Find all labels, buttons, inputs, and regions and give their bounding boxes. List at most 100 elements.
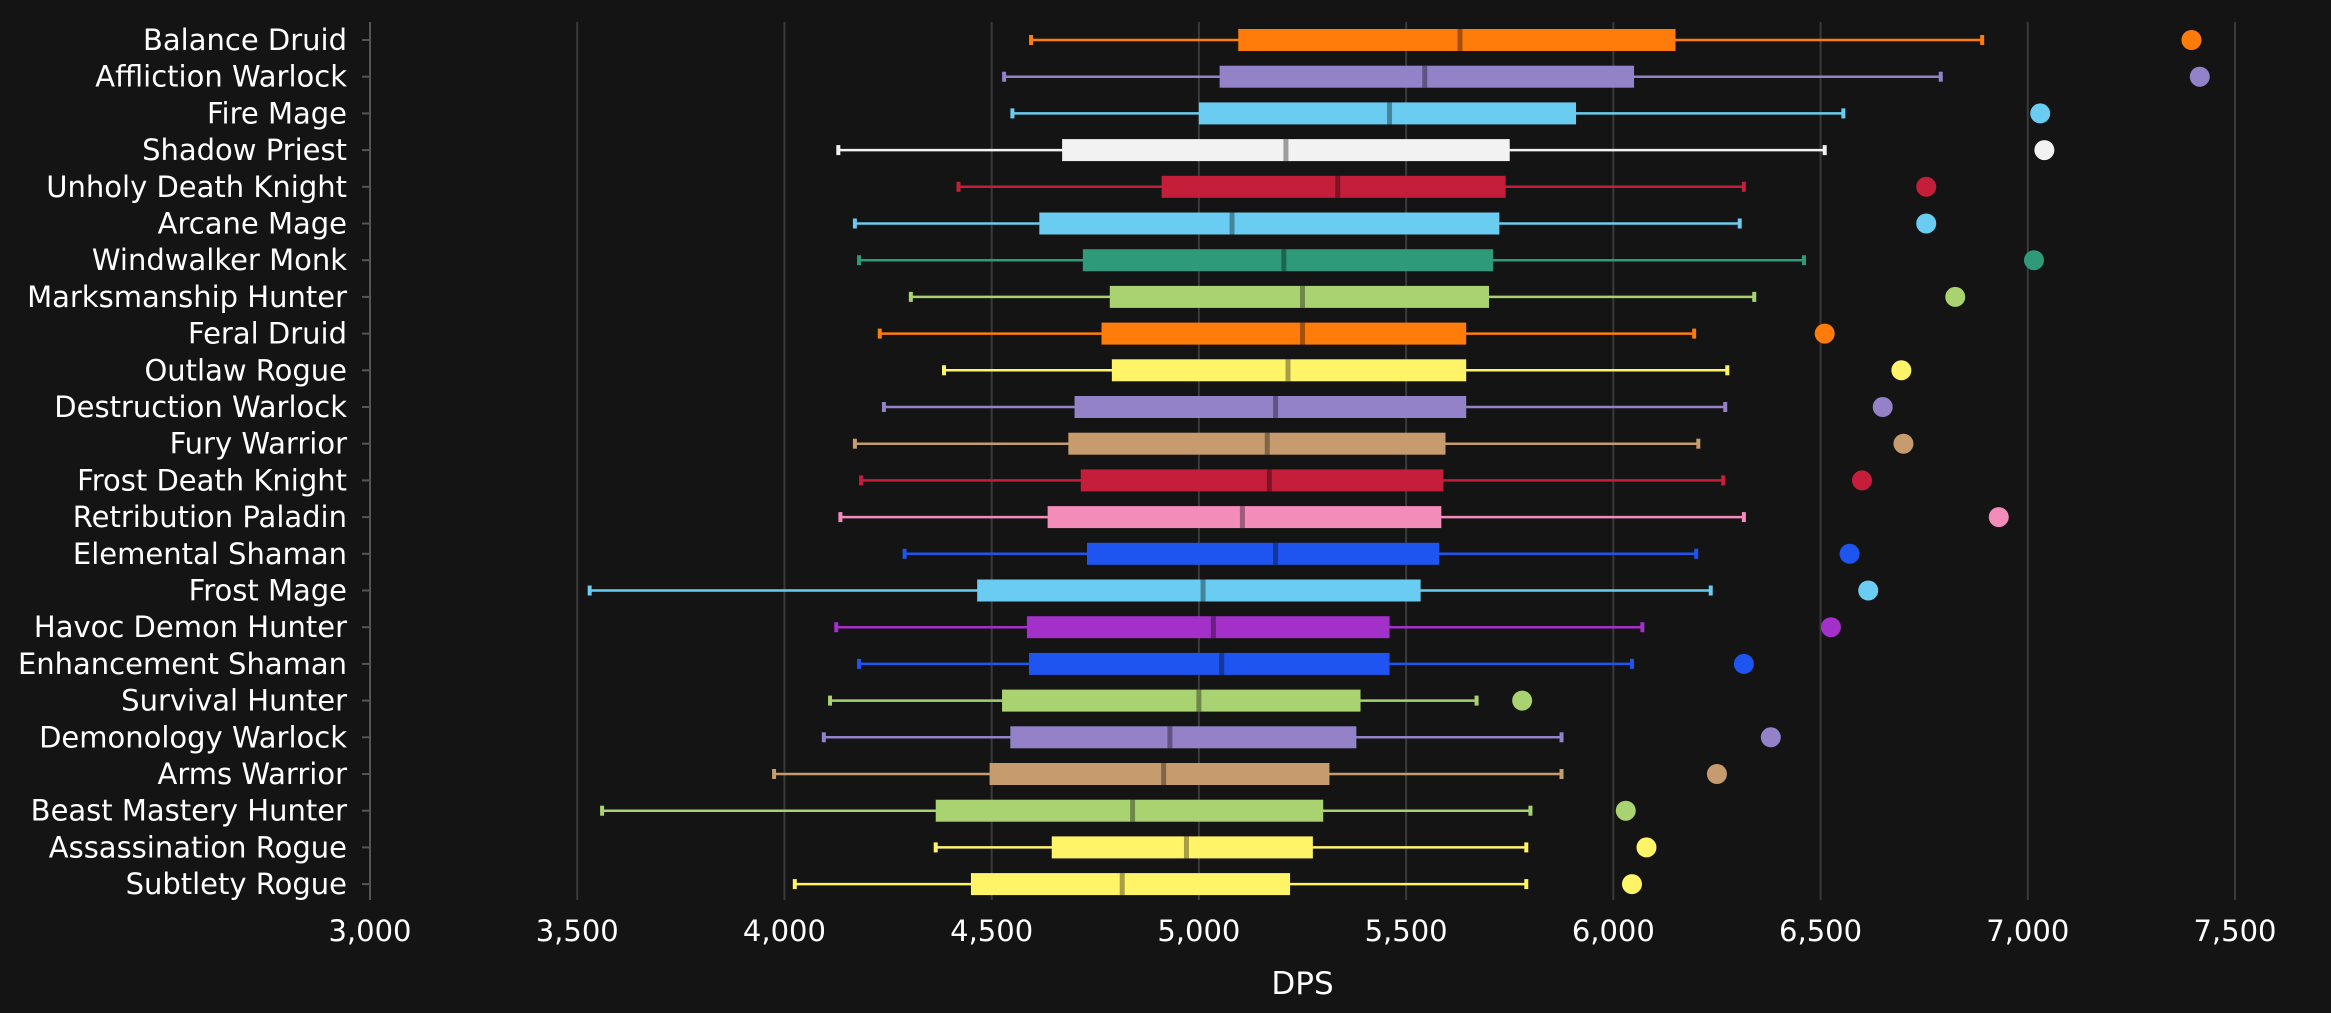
iqr-box xyxy=(1051,836,1313,859)
iqr-box xyxy=(970,873,1291,896)
category-label: Beast Mastery Hunter xyxy=(31,794,347,828)
outlier-point xyxy=(1839,543,1860,564)
x-tick-label: 4,000 xyxy=(743,914,826,948)
box-fury-warrior xyxy=(852,432,1701,455)
iqr-box xyxy=(1080,469,1444,492)
x-tick-label: 5,000 xyxy=(1157,914,1240,948)
iqr-box xyxy=(1026,616,1390,639)
x-axis: 3,000 3,500 4,000 4,500 5,000 5,500 6,000 6,500… xyxy=(328,914,2276,948)
outlier-point xyxy=(1820,617,1841,638)
category-label: Feral Druid xyxy=(188,317,347,351)
box-enhancement-shaman xyxy=(857,652,1634,675)
box-arcane-mage xyxy=(852,212,1742,235)
category-label: Subtlety Rogue xyxy=(126,867,347,901)
category-label: Affliction Warlock xyxy=(95,60,347,94)
category-label: Fire Mage xyxy=(207,96,347,130)
outlier-point xyxy=(1760,727,1781,748)
outlier-point xyxy=(2034,140,2055,161)
iqr-box xyxy=(989,763,1330,785)
box-beast-mastery-hunter xyxy=(600,799,1533,822)
box-series xyxy=(587,29,1985,896)
x-tick-label: 3,500 xyxy=(536,914,619,948)
category-label: Retribution Paladin xyxy=(73,500,347,534)
x-tick-label: 6,500 xyxy=(1779,914,1862,948)
outlier-point xyxy=(1916,176,1937,197)
outlier-point xyxy=(1615,800,1636,821)
box-feral-druid xyxy=(877,322,1697,345)
x-tick-label: 6,000 xyxy=(1572,914,1655,948)
box-frost-death-knight xyxy=(859,469,1726,492)
box-marksmanship-hunter xyxy=(908,285,1757,308)
outlier-point xyxy=(1891,360,1912,381)
box-fire-mage xyxy=(1010,102,1846,125)
outlier-point xyxy=(1988,507,2009,528)
outlier-point xyxy=(1814,323,1835,344)
box-shadow-priest xyxy=(836,139,1827,162)
iqr-box xyxy=(1082,249,1494,272)
iqr-box xyxy=(1101,322,1467,345)
category-label: Outlaw Rogue xyxy=(144,353,347,387)
iqr-box xyxy=(1198,102,1577,125)
x-tick-label: 7,000 xyxy=(1986,914,2069,948)
category-label: Elemental Shaman xyxy=(73,537,347,571)
outlier-point xyxy=(1852,470,1872,491)
outlier-point xyxy=(1621,874,1642,895)
box-windwalker-monk xyxy=(857,249,1806,272)
iqr-box xyxy=(1010,726,1357,749)
iqr-box xyxy=(935,799,1324,822)
outlier-point xyxy=(1512,690,1533,711)
category-label: Shadow Priest xyxy=(142,133,347,167)
category-label: Enhancement Shaman xyxy=(18,647,347,681)
category-label: Assassination Rogue xyxy=(49,830,347,864)
box-frost-mage xyxy=(587,579,1713,602)
outlier-point xyxy=(1872,397,1893,417)
iqr-box xyxy=(1109,285,1489,308)
iqr-box xyxy=(1002,689,1361,712)
outlier-point xyxy=(1945,286,1966,307)
outlier-point xyxy=(1636,837,1657,858)
iqr-box xyxy=(1039,212,1500,235)
box-elemental-shaman xyxy=(902,542,1699,565)
category-label: Frost Mage xyxy=(189,574,347,608)
category-label: Arcane Mage xyxy=(158,207,347,241)
gridlines xyxy=(576,22,2236,900)
iqr-box xyxy=(1047,506,1442,529)
category-label: Marksmanship Hunter xyxy=(27,280,347,314)
x-tick-label: 4,500 xyxy=(950,914,1033,948)
outlier-point xyxy=(1916,213,1937,234)
box-outlaw-rogue xyxy=(942,359,1730,382)
box-affliction-warlock xyxy=(1002,65,1943,88)
outlier-point xyxy=(2181,30,2202,50)
iqr-box xyxy=(1086,542,1440,565)
box-subtlety-rogue xyxy=(792,873,1529,896)
iqr-box xyxy=(1111,359,1467,382)
iqr-box xyxy=(977,579,1421,602)
x-tick-label: 3,000 xyxy=(328,914,411,948)
outlier-point xyxy=(2030,103,2051,124)
category-label: Unholy Death Knight xyxy=(46,170,347,204)
outlier-point xyxy=(2189,66,2210,87)
category-label: Frost Death Knight xyxy=(77,463,347,497)
outlier-point xyxy=(1733,653,1754,674)
outlier-point xyxy=(2023,250,2044,271)
x-tick-label: 7,500 xyxy=(2193,914,2276,948)
category-label: Survival Hunter xyxy=(121,684,347,718)
box-retribution-paladin xyxy=(838,506,1746,529)
category-label: Demonology Warlock xyxy=(39,720,347,754)
outlier-points xyxy=(1512,30,2210,895)
box-balance-druid xyxy=(1029,29,1985,51)
category-label: Destruction Warlock xyxy=(54,390,347,424)
iqr-box xyxy=(1074,396,1467,418)
box-survival-hunter xyxy=(828,689,1479,712)
box-arms-warrior xyxy=(772,763,1564,785)
iqr-box xyxy=(1062,139,1510,162)
iqr-box xyxy=(1219,65,1635,88)
iqr-box xyxy=(1161,175,1506,198)
category-label: Balance Druid xyxy=(143,23,347,57)
box-demonology-warlock xyxy=(821,726,1564,749)
category-label: Havoc Demon Hunter xyxy=(34,610,347,644)
x-tick-label: 5,500 xyxy=(1365,914,1448,948)
outlier-point xyxy=(1893,433,1914,454)
